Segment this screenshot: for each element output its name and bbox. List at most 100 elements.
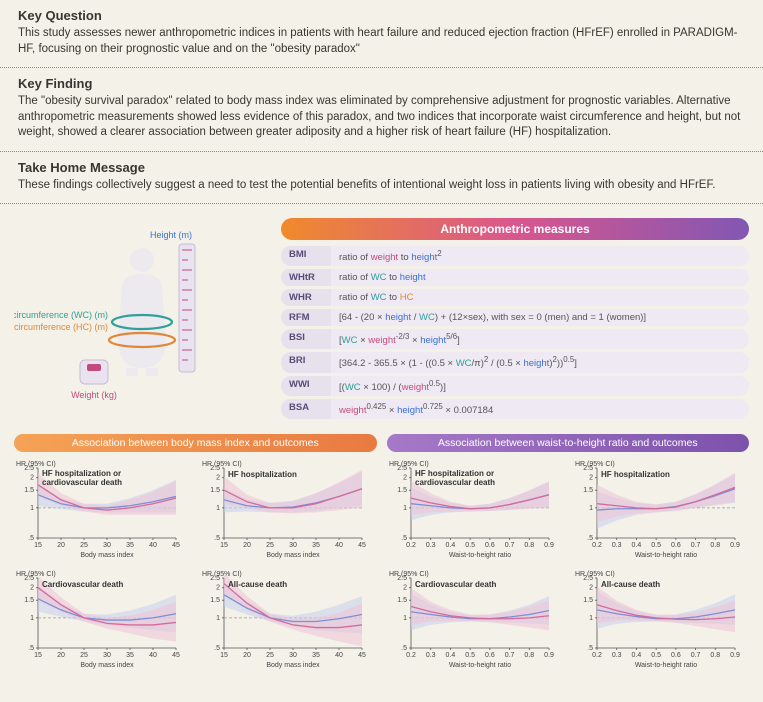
- svg-text:20: 20: [243, 542, 251, 549]
- svg-text:.5: .5: [587, 645, 593, 652]
- chart-cell: HR (95% CI).511.522.515202530354045Body …: [200, 458, 376, 560]
- svg-text:1.5: 1.5: [211, 597, 221, 604]
- whtr-banner: Association between waist-to-height rati…: [387, 434, 750, 452]
- svg-text:30: 30: [289, 652, 297, 659]
- svg-text:2: 2: [403, 475, 407, 482]
- svg-text:2.5: 2.5: [211, 575, 221, 582]
- svg-text:Body mass index: Body mass index: [267, 662, 321, 669]
- svg-text:.5: .5: [28, 535, 34, 542]
- key-question: Key Question This study assesses newer a…: [0, 0, 763, 68]
- svg-text:0.7: 0.7: [504, 542, 514, 549]
- svg-text:HF hospitalization or: HF hospitalization or: [415, 469, 494, 478]
- svg-text:45: 45: [358, 542, 366, 549]
- svg-text:Waist-to-height ratio: Waist-to-height ratio: [448, 662, 510, 669]
- measure-abbr: RFM: [281, 309, 331, 326]
- measure-abbr: BSA: [281, 399, 331, 419]
- weight-label: Weight (kg): [71, 390, 117, 400]
- svg-text:2: 2: [589, 475, 593, 482]
- chart-cell: HR (95% CI).511.522.515202530354045Body …: [14, 568, 190, 670]
- svg-text:25: 25: [80, 542, 88, 549]
- svg-text:HR (95% CI): HR (95% CI): [575, 461, 615, 468]
- svg-text:0.8: 0.8: [524, 652, 534, 659]
- svg-text:30: 30: [103, 542, 111, 549]
- height-label: Height (m): [150, 230, 192, 240]
- svg-text:35: 35: [126, 542, 134, 549]
- svg-text:2.5: 2.5: [24, 465, 34, 472]
- key-finding-body: The "obesity survival paradox" related t…: [18, 94, 745, 141]
- svg-text:Waist-to-height ratio: Waist-to-height ratio: [448, 552, 510, 559]
- svg-text:1: 1: [30, 615, 34, 622]
- svg-text:All-cause death: All-cause death: [601, 580, 660, 589]
- svg-text:1.5: 1.5: [397, 487, 407, 494]
- svg-text:25: 25: [80, 652, 88, 659]
- svg-text:2.5: 2.5: [583, 465, 593, 472]
- svg-text:0.7: 0.7: [504, 652, 514, 659]
- svg-text:0.3: 0.3: [612, 652, 622, 659]
- whtr-chart-group: Association between waist-to-height rati…: [387, 434, 750, 670]
- hr-chart: HR (95% CI).511.522.50.20.30.40.50.60.70…: [387, 568, 555, 670]
- svg-text:0.3: 0.3: [612, 542, 622, 549]
- hr-chart: HR (95% CI).511.522.515202530354045Body …: [14, 568, 182, 670]
- svg-text:0.6: 0.6: [484, 652, 494, 659]
- svg-text:35: 35: [312, 542, 320, 549]
- svg-text:HF hospitalization or: HF hospitalization or: [42, 469, 121, 478]
- svg-text:Body mass index: Body mass index: [80, 662, 134, 669]
- svg-text:HR (95% CI): HR (95% CI): [389, 571, 429, 578]
- svg-text:1.5: 1.5: [583, 487, 593, 494]
- svg-text:Waist-to-height ratio: Waist-to-height ratio: [635, 662, 697, 669]
- svg-text:0.8: 0.8: [710, 542, 720, 549]
- measure-row: WHRratio of WC to HC: [281, 289, 749, 306]
- key-finding: Key Finding The "obesity survival parado…: [0, 68, 763, 152]
- svg-text:Waist-to-height ratio: Waist-to-height ratio: [635, 552, 697, 559]
- graphical-abstract: Height (m): [0, 204, 763, 684]
- svg-text:0.2: 0.2: [406, 652, 416, 659]
- svg-text:20: 20: [243, 652, 251, 659]
- svg-text:0.8: 0.8: [524, 542, 534, 549]
- svg-text:0.2: 0.2: [592, 652, 602, 659]
- svg-text:.5: .5: [401, 535, 407, 542]
- measure-def: [WC × weight-2/3 × height5/6]: [331, 329, 749, 349]
- measures-title: Anthropometric measures: [281, 218, 749, 240]
- key-question-body: This study assesses newer anthropometric…: [18, 26, 745, 57]
- svg-text:2.5: 2.5: [24, 575, 34, 582]
- take-home-body: These findings collectively suggest a ne…: [18, 178, 745, 194]
- scale-icon: [80, 360, 108, 384]
- svg-text:15: 15: [34, 542, 42, 549]
- svg-text:2: 2: [403, 585, 407, 592]
- svg-text:HR (95% CI): HR (95% CI): [16, 571, 56, 578]
- svg-text:35: 35: [126, 652, 134, 659]
- svg-text:cardiovascular death: cardiovascular death: [42, 478, 122, 487]
- svg-text:20: 20: [57, 652, 65, 659]
- svg-text:1: 1: [216, 615, 220, 622]
- hc-label: Hip circumference (HC) (m): [14, 322, 108, 332]
- measure-abbr: WHtR: [281, 269, 331, 286]
- svg-text:25: 25: [266, 542, 274, 549]
- svg-text:.5: .5: [401, 645, 407, 652]
- measure-row: BMIratio of weight to height2: [281, 246, 749, 266]
- svg-text:0.7: 0.7: [690, 542, 700, 549]
- svg-text:1.5: 1.5: [583, 597, 593, 604]
- svg-text:HR (95% CI): HR (95% CI): [575, 571, 615, 578]
- svg-text:HR (95% CI): HR (95% CI): [202, 461, 242, 468]
- svg-text:45: 45: [358, 652, 366, 659]
- measure-abbr: WHR: [281, 289, 331, 306]
- measure-row: BSI[WC × weight-2/3 × height5/6]: [281, 329, 749, 349]
- svg-text:HF hospitalization: HF hospitalization: [601, 470, 670, 479]
- svg-text:1: 1: [589, 615, 593, 622]
- svg-text:25: 25: [266, 652, 274, 659]
- svg-text:Cardiovascular death: Cardiovascular death: [42, 580, 123, 589]
- svg-text:1.5: 1.5: [397, 597, 407, 604]
- chart-cell: HR (95% CI).511.522.50.20.30.40.50.60.70…: [387, 568, 563, 670]
- measure-abbr: BMI: [281, 246, 331, 266]
- hr-chart: HR (95% CI).511.522.515202530354045Body …: [14, 458, 182, 560]
- svg-text:0.4: 0.4: [445, 652, 455, 659]
- svg-text:15: 15: [220, 542, 228, 549]
- svg-text:Body mass index: Body mass index: [267, 552, 321, 559]
- hr-chart: HR (95% CI).511.522.50.20.30.40.50.60.70…: [573, 458, 741, 560]
- svg-text:2: 2: [589, 585, 593, 592]
- measure-def: [364.2 - 365.5 × (1 - ((0.5 × WC/π)2 / (…: [331, 352, 749, 372]
- measure-def: weight0.425 × height0.725 × 0.007184: [331, 399, 749, 419]
- svg-text:0.8: 0.8: [710, 652, 720, 659]
- measure-row: WHtRratio of WC to height: [281, 269, 749, 286]
- svg-text:0.4: 0.4: [445, 542, 455, 549]
